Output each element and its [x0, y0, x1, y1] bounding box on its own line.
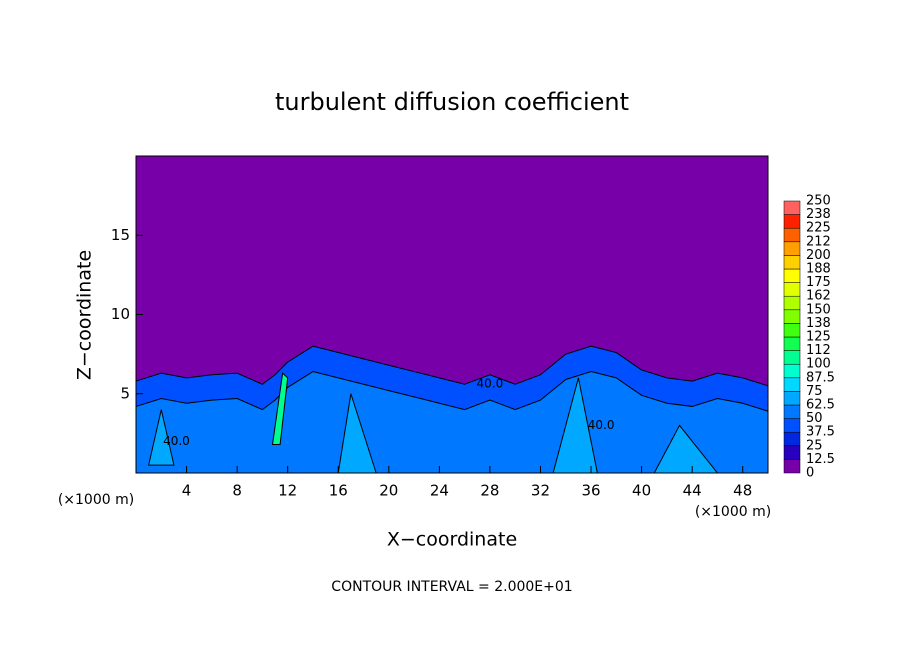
- x-axis-label: X−coordinate: [387, 529, 517, 551]
- chart-title: turbulent diffusion coefficient: [275, 88, 629, 116]
- colorbar-swatch: [783, 336, 801, 351]
- colorbar-swatch: [783, 377, 801, 392]
- x-tick-label: 20: [379, 482, 398, 500]
- colorbar-swatch: [783, 268, 801, 283]
- colorbar-label: 225: [806, 221, 831, 236]
- y-unit: (×1000 m): [58, 492, 134, 508]
- colorbar-swatch: [783, 459, 801, 474]
- colorbar-swatch: [783, 282, 801, 297]
- y-tick-label: 15: [111, 226, 130, 244]
- y-tick-label: 10: [111, 305, 130, 323]
- colorbar-swatch: [783, 309, 801, 324]
- contour-label: 40.0: [588, 418, 615, 432]
- colorbar-label: 212: [806, 234, 831, 249]
- colorbar-label: 87.5: [806, 370, 835, 385]
- colorbar-swatch: [783, 255, 801, 270]
- x-tick-label: 44: [683, 482, 702, 500]
- colorbar-swatch: [783, 323, 801, 338]
- colorbar-label: 150: [806, 302, 831, 317]
- x-tick-label: 48: [733, 482, 752, 500]
- contour-label: 40.0: [477, 377, 504, 391]
- colorbar-label: 138: [806, 316, 831, 331]
- colorbar-label: 37.5: [806, 425, 835, 440]
- x-tick-label: 12: [278, 482, 297, 500]
- contour-label: 40.0: [163, 434, 190, 448]
- colorbar-swatch: [783, 350, 801, 365]
- x-tick-label: 40: [632, 482, 651, 500]
- x-tick-label: 24: [430, 482, 449, 500]
- colorbar-label: 0: [806, 466, 814, 481]
- colorbar-swatch: [783, 418, 801, 433]
- colorbar-label: 162: [806, 289, 831, 304]
- colorbar-label: 125: [806, 330, 831, 345]
- colorbar-swatch: [783, 295, 801, 311]
- colorbar-swatch: [783, 363, 801, 379]
- colorbar-swatch: [783, 214, 801, 229]
- field-region: [148, 409, 175, 466]
- colorbar-swatch: [783, 404, 801, 419]
- colorbar-label: 188: [806, 262, 831, 277]
- colorbar-label: 62.5: [806, 398, 835, 413]
- colorbar-swatch: [783, 227, 801, 243]
- x-tick-label: 16: [329, 482, 348, 500]
- x-tick-label: 4: [182, 482, 192, 500]
- colorbar-label: 100: [806, 357, 831, 372]
- colorbar-label: 200: [806, 248, 831, 263]
- field-region: [271, 372, 289, 445]
- x-unit: (×1000 m): [695, 504, 771, 520]
- colorbar-swatch: [783, 200, 801, 215]
- colorbar-label: 175: [806, 275, 831, 290]
- x-tick-label: 28: [480, 482, 499, 500]
- colorbar-swatch: [783, 241, 801, 256]
- x-tick-label: 8: [232, 482, 242, 500]
- x-tick-label: 32: [531, 482, 550, 500]
- footer: CONTOUR INTERVAL = 2.000E+01: [331, 579, 572, 595]
- colorbar-label: 12.5: [806, 452, 835, 467]
- colorbar-label: 25: [806, 438, 823, 453]
- colorbar-label: 238: [806, 207, 831, 222]
- colorbar-label: 250: [806, 194, 831, 209]
- y-axis-label: Z−coordinate: [74, 250, 96, 380]
- colorbar-label: 112: [806, 343, 831, 358]
- colorbar-label: 50: [806, 411, 823, 426]
- field-region: [135, 371, 769, 474]
- colorbar-label: 75: [806, 384, 823, 399]
- colorbar-swatch: [783, 391, 801, 406]
- x-tick-label: 36: [581, 482, 600, 500]
- y-tick-label: 5: [120, 384, 130, 402]
- colorbar-swatch: [783, 431, 801, 447]
- colorbar-swatch: [783, 445, 801, 460]
